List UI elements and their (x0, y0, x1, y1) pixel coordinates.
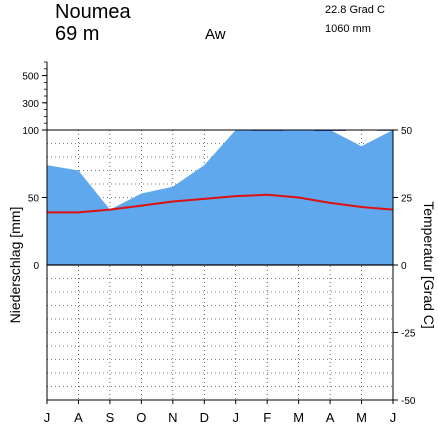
month-label: J (390, 410, 397, 425)
month-label: M (293, 410, 304, 425)
month-label: M (356, 410, 367, 425)
precip-tick-label: 50 (28, 194, 40, 205)
precip-tick-label-zero: 0 (33, 261, 39, 272)
temperature-tick-label: -25 (401, 329, 416, 340)
month-label: A (326, 410, 335, 425)
precip-tick-label: 100 (22, 126, 39, 137)
month-label: J (44, 410, 51, 425)
temperature-axis-label: Temperatur [Grad C] (421, 201, 437, 329)
month-label: D (200, 410, 209, 425)
month-label: A (74, 410, 83, 425)
temperature-line (47, 193, 394, 214)
temperature-tick-label: 25 (401, 194, 413, 205)
month-label: O (136, 410, 146, 425)
annual-temperature: 22.8 Grad C (325, 4, 385, 16)
month-label: S (106, 410, 115, 425)
axis-ticks: 50 100 300 500 0 50 25 0 -25 -50 J A S O N D J F M A M J (22, 61, 416, 425)
precip-tick-label: 300 (22, 99, 39, 110)
precip-tick-label: 500 (22, 72, 39, 83)
annual-precipitation: 1060 mm (325, 23, 371, 35)
climate-class: Aw (205, 26, 226, 43)
month-label: J (232, 410, 239, 425)
station-name: Noumea (55, 1, 131, 23)
temperature-tick-label: 0 (401, 261, 407, 272)
temperature-tick-label: -50 (401, 396, 416, 407)
month-label: N (168, 410, 177, 425)
month-label: F (263, 410, 271, 425)
precipitation-axis-label: Niederschlag [mm] (7, 206, 23, 324)
station-elevation: 69 m (55, 23, 100, 45)
temperature-tick-label: 50 (401, 126, 413, 137)
